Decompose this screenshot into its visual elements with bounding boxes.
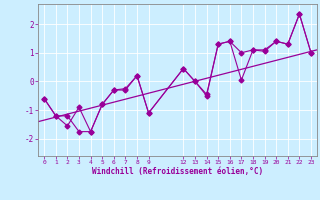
X-axis label: Windchill (Refroidissement éolien,°C): Windchill (Refroidissement éolien,°C) xyxy=(92,167,263,176)
